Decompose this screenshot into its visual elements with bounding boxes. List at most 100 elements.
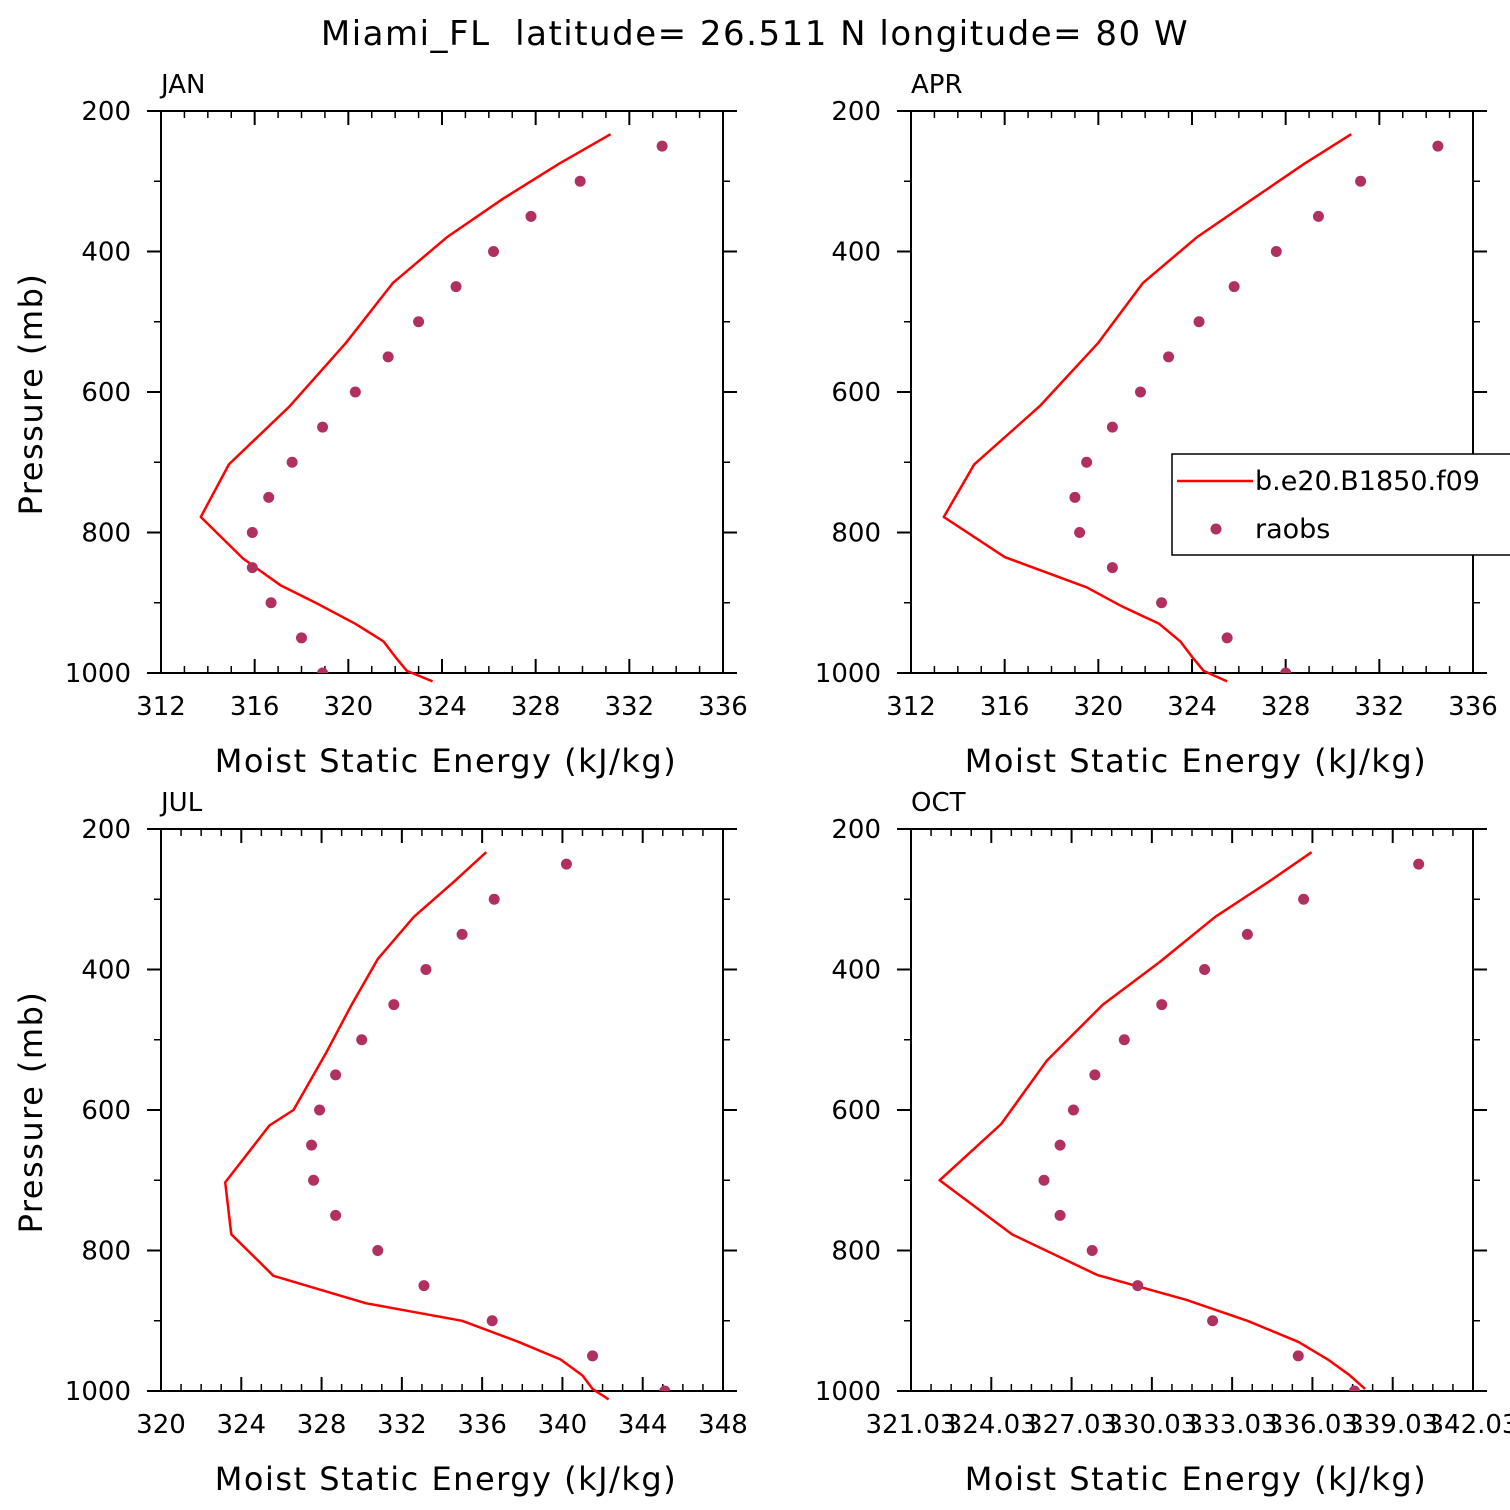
obs-point	[317, 421, 329, 433]
obs-point	[1221, 632, 1233, 644]
x-tick-label: 333.03	[1187, 1410, 1278, 1440]
x-tick-label: 320	[136, 1410, 186, 1440]
x-tick-label: 332	[605, 692, 655, 722]
obs-point	[1270, 246, 1282, 257]
obs-point	[246, 527, 258, 538]
obs-point	[372, 1245, 384, 1256]
y-tick-label: 800	[831, 1237, 881, 1267]
obs-point	[1038, 1174, 1050, 1186]
panels: JAN 312 316 320 324 328 332 336 200 400 600 800 1000…	[12, 70, 1510, 1498]
x-tick-label: 328	[1261, 692, 1311, 722]
obs-point	[418, 1280, 430, 1292]
panel-title: APR	[911, 70, 963, 100]
y-tick-label: 400	[831, 956, 881, 986]
x-tick-label: 321.03	[866, 1410, 957, 1440]
obs-point	[488, 893, 500, 905]
x-tick-label: 342.03	[1428, 1410, 1510, 1440]
obs-point	[560, 858, 572, 870]
obs-point	[1156, 999, 1168, 1011]
obs-point	[1081, 456, 1093, 468]
obs-point	[1280, 667, 1292, 673]
series-line-model	[942, 133, 1352, 683]
x-tick-label: 316	[980, 692, 1030, 722]
x-tick-label: 324	[1167, 692, 1217, 722]
obs-point	[1067, 1104, 1079, 1116]
obs-point	[450, 281, 462, 293]
obs-point	[263, 491, 275, 503]
y-tick-label: 600	[831, 378, 881, 408]
panel-jul: JUL 320 324 328 332 336 340 344 348 200 400 600 800 1…	[12, 788, 748, 1498]
y-tick-label: 200	[831, 815, 881, 845]
figure-title: Miami_FL latitude= 26.511 N longitude= 8…	[321, 14, 1189, 54]
panel-title: JAN	[159, 70, 205, 100]
obs-point	[317, 667, 329, 673]
series-line-model	[938, 851, 1366, 1390]
legend-obs-label: raobs	[1255, 514, 1330, 545]
y-tick-label: 1000	[815, 1377, 881, 1407]
obs-point	[1054, 1209, 1066, 1221]
obs-point	[574, 175, 586, 187]
obs-point	[1413, 858, 1425, 870]
obs-point	[1132, 1280, 1144, 1292]
obs-point	[1086, 1245, 1098, 1256]
x-tick-label: 324	[417, 692, 467, 722]
x-axis-label: Moist Static Energy (kJ/kg)	[215, 742, 677, 780]
x-axis-label: Moist Static Energy (kJ/kg)	[215, 1460, 677, 1498]
obs-point	[330, 1209, 342, 1221]
obs-point	[1074, 527, 1086, 538]
x-tick-label: 330.03	[1106, 1410, 1197, 1440]
obs-point	[1054, 1139, 1066, 1151]
y-tick-label: 600	[81, 378, 131, 408]
obs-point	[1228, 281, 1240, 293]
x-tick-label: 340	[538, 1410, 588, 1440]
obs-point	[1163, 351, 1175, 363]
x-tick-label: 348	[698, 1410, 748, 1440]
obs-point	[308, 1174, 320, 1186]
y-axis-label: Pressure (mb)	[12, 273, 50, 516]
obs-point	[456, 928, 468, 940]
y-tick-label: 800	[81, 1237, 131, 1267]
obs-point	[413, 316, 425, 328]
legend-point-swatch	[1210, 523, 1222, 535]
panel-jan: JAN 312 316 320 324 328 332 336 200 400 600 800 1000…	[12, 70, 748, 780]
obs-point	[306, 1139, 318, 1151]
obs-point	[1156, 597, 1168, 609]
y-tick-label: 600	[831, 1096, 881, 1126]
obs-point	[1118, 1034, 1130, 1046]
y-tick-label: 400	[831, 238, 881, 268]
x-tick-label: 336.03	[1267, 1410, 1358, 1440]
x-axis-label: Moist Static Energy (kJ/kg)	[965, 742, 1427, 780]
x-tick-label: 332	[1355, 692, 1405, 722]
panel-oct: OCT321.03324.03327.03330.03333.03336.033…	[815, 788, 1510, 1498]
obs-point	[656, 140, 668, 152]
x-tick-label: 320	[324, 692, 374, 722]
x-tick-label: 312	[886, 692, 936, 722]
legend-model-label: b.e20.B1850.f09	[1255, 466, 1480, 497]
obs-point	[1312, 210, 1324, 222]
obs-point	[486, 1315, 498, 1327]
x-tick-label: 336	[457, 1410, 507, 1440]
x-axis-label: Moist Static Energy (kJ/kg)	[965, 1460, 1427, 1498]
obs-point	[488, 246, 500, 257]
obs-point	[265, 597, 277, 609]
obs-point	[356, 1034, 368, 1046]
series-line-model	[199, 133, 612, 683]
x-tick-label: 336	[698, 692, 748, 722]
obs-point	[1069, 491, 1081, 503]
obs-point	[1298, 893, 1310, 905]
obs-point	[1207, 1315, 1219, 1327]
panel-apr: APR 312 316 320 324 328 332 336 200 400 600 800 1000…	[815, 70, 1498, 780]
obs-point	[1134, 386, 1146, 398]
y-tick-label: 200	[81, 97, 131, 127]
obs-point	[1106, 421, 1118, 433]
y-tick-label: 600	[81, 1096, 131, 1126]
obs-point	[420, 964, 432, 975]
y-tick-label: 800	[831, 519, 881, 549]
x-tick-label: 320	[1074, 692, 1124, 722]
obs-point	[1089, 1069, 1101, 1081]
x-tick-label: 328	[511, 692, 561, 722]
x-tick-label: 332	[377, 1410, 427, 1440]
obs-point	[1355, 175, 1367, 187]
series-line-model	[223, 851, 610, 1401]
obs-point	[286, 456, 298, 468]
